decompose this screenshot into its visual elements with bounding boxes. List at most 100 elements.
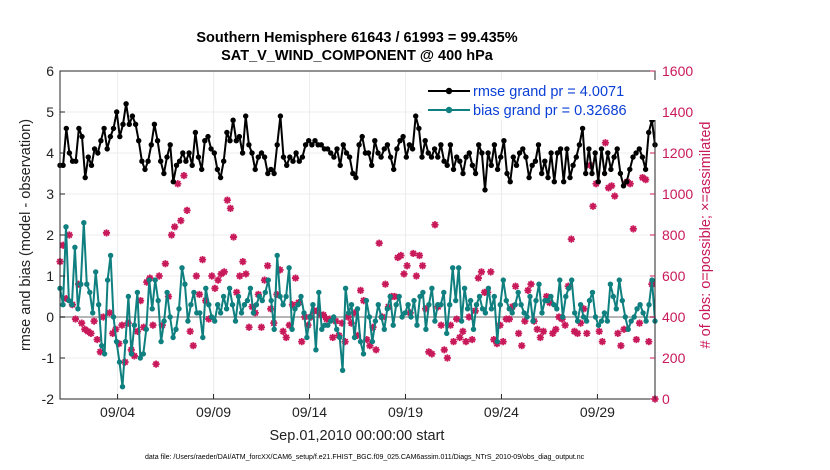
bias-point: [271, 326, 277, 332]
rmse-point: [356, 142, 362, 148]
obs-count-marker: [195, 290, 204, 299]
bias-point: [518, 302, 524, 308]
rmse-point: [406, 142, 413, 148]
obs-count-marker: [171, 223, 179, 231]
rmse-point: [271, 170, 277, 177]
obs-count-marker: [632, 335, 641, 344]
obs-count-marker: [276, 266, 284, 274]
y-right-tick-label: 1000: [662, 186, 693, 202]
rmse-point: [290, 158, 296, 164]
rmse-point: [214, 166, 221, 173]
rmse-point: [485, 150, 491, 156]
bias-point: [113, 338, 120, 345]
bias-point: [63, 224, 69, 230]
bias-point: [524, 314, 530, 320]
rmse-point: [548, 150, 554, 156]
bias-point: [476, 293, 483, 300]
obs-count-marker: [264, 262, 272, 270]
rmse-point: [205, 133, 211, 140]
bias-point: [444, 330, 450, 337]
obs-count-marker: [167, 231, 176, 239]
bias-point: [607, 281, 614, 287]
x-tick-label: 09/04: [100, 404, 135, 420]
rmse-point: [460, 170, 466, 177]
rmse-point: [277, 113, 284, 119]
rmse-point: [601, 170, 608, 177]
rmse-point: [246, 142, 252, 148]
rmse-point: [372, 138, 378, 144]
bias-point: [458, 318, 465, 324]
rmse-point: [381, 146, 387, 152]
obs-count-marker: [267, 305, 275, 313]
rmse-point: [369, 162, 375, 168]
rmse-point: [532, 158, 539, 164]
obs-count-marker: [344, 313, 352, 321]
bias-point: [325, 322, 331, 328]
rmse-point: [265, 170, 271, 177]
rmse-point: [627, 166, 633, 173]
rmse-point: [466, 150, 472, 156]
rmse-point: [104, 146, 110, 152]
bias-point: [277, 293, 283, 300]
bias-point: [295, 302, 301, 308]
bias-point: [569, 277, 575, 283]
obs-count-marker: [205, 315, 213, 323]
y-tick-label: 6: [46, 63, 54, 79]
rmse-point: [199, 166, 205, 173]
rmse-point: [76, 125, 82, 132]
rmse-point: [620, 183, 627, 189]
y-tick-label: 3: [46, 186, 54, 202]
bias-point: [292, 306, 298, 312]
rmse-point: [66, 150, 73, 156]
rmse-point: [482, 187, 488, 193]
rmse-point: [343, 150, 350, 156]
rmse-point: [158, 158, 164, 164]
bias-point: [313, 347, 319, 353]
obs-count-marker: [462, 338, 470, 346]
bias-point: [506, 306, 512, 312]
obs-count-marker: [459, 327, 467, 335]
bias-point: [342, 285, 349, 291]
rmse-point: [520, 146, 526, 152]
rmse-point: [441, 158, 447, 164]
rmse-point: [551, 179, 557, 185]
bias-point: [515, 289, 521, 296]
rmse-point: [403, 154, 409, 160]
obs-count-marker: [474, 274, 482, 282]
rmse-line: [60, 102, 656, 191]
bias-point: [438, 302, 444, 308]
bias-point: [488, 306, 495, 312]
bias-point: [467, 297, 474, 304]
rmse-point: [646, 129, 652, 136]
bias-point: [456, 265, 462, 271]
obs-count-marker: [155, 272, 163, 280]
bias-point: [402, 310, 408, 316]
rmse-point: [359, 133, 365, 140]
y-axis-label: rmse and bias (model - observation): [18, 119, 34, 351]
bias-point: [646, 302, 652, 308]
rmse-point: [419, 154, 425, 160]
bias-point: [482, 310, 489, 316]
rmse-point: [195, 154, 202, 160]
bias-point: [328, 318, 334, 324]
bias-point: [250, 310, 257, 316]
rmse-point: [523, 154, 529, 160]
rmse-point: [579, 125, 586, 132]
bias-point: [360, 351, 367, 357]
obs-count-marker: [391, 292, 399, 301]
rmse-point: [284, 162, 290, 168]
rmse-point: [444, 162, 450, 168]
bias-point: [72, 244, 78, 250]
rmse-point: [176, 158, 183, 164]
bias-point: [592, 314, 599, 320]
bias-point: [610, 293, 616, 300]
bias-point: [212, 318, 218, 324]
obs-count-marker: [78, 319, 86, 327]
obs-count-marker: [499, 338, 507, 346]
bias-point: [158, 338, 164, 345]
rmse-point: [224, 129, 230, 136]
bias-point: [301, 310, 307, 316]
obs-count-marker: [96, 348, 104, 356]
rmse-point: [63, 125, 69, 132]
bias-point: [423, 326, 429, 332]
